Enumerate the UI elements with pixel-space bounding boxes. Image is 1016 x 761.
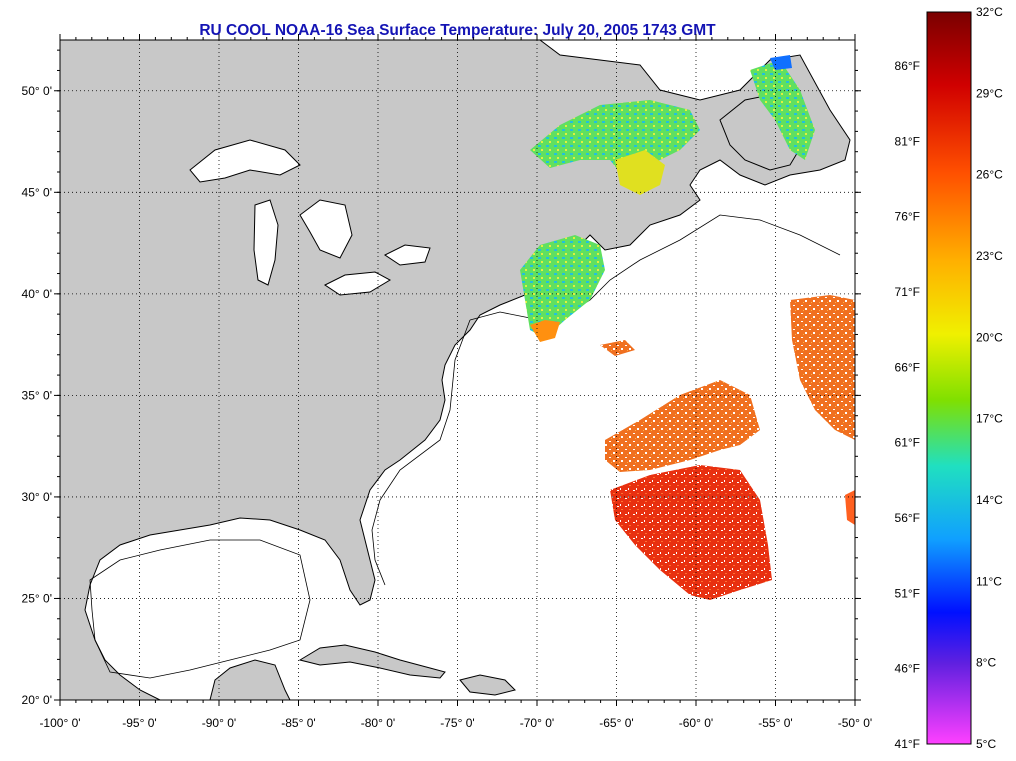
lon-label: -95° 0' — [122, 716, 156, 730]
colorbar-celsius-label: 5°C — [976, 737, 996, 751]
lon-label: -85° 0' — [281, 716, 315, 730]
colorbar-fahrenheit-label: 41°F — [895, 737, 920, 751]
lon-label: -80° 0' — [361, 716, 395, 730]
colorbar-celsius-label: 26°C — [976, 168, 1003, 182]
lon-label: -100° 0' — [39, 716, 80, 730]
lat-label: 50° 0' — [22, 84, 52, 98]
lat-label: 45° 0' — [22, 185, 52, 199]
colorbar-fahrenheit-labels: 86°F 81°F 76°F 71°F 66°F 61°F 56°F 51°F 46°F 41°F — [895, 59, 920, 751]
colorbar-fahrenheit-label: 86°F — [895, 59, 920, 73]
lat-label: 20° 0' — [22, 693, 52, 707]
colorbar-fahrenheit-label: 46°F — [895, 662, 920, 676]
colorbar-fahrenheit-label: 61°F — [895, 436, 920, 450]
lon-label: -75° 0' — [440, 716, 474, 730]
land-hispaniola — [459, 674, 516, 696]
lon-label: -55° 0' — [758, 716, 792, 730]
lat-label: 40° 0' — [22, 287, 52, 301]
lon-label: -50° 0' — [838, 716, 872, 730]
lon-label: -70° 0' — [520, 716, 554, 730]
colorbar-fahrenheit-label: 76°F — [895, 210, 920, 224]
lon-label: -60° 0' — [679, 716, 713, 730]
latitude-labels: 50° 0' 45° 0' 40° 0' 35° 0' 30° 0' 25° 0' 20° … — [22, 84, 52, 707]
map-title: RU COOL NOAA-16 Sea Surface Temperature:… — [199, 22, 716, 39]
lat-label: 35° 0' — [22, 388, 52, 402]
colorbar — [926, 11, 972, 745]
land-cuba — [298, 644, 446, 679]
sst-overlay — [520, 55, 855, 600]
colorbar-fahrenheit-label: 51°F — [895, 586, 920, 600]
grid-lines — [60, 40, 855, 700]
longitude-labels: -100° 0' -95° 0' -90° 0' -85° 0' -80° 0' -75°… — [39, 716, 872, 730]
colorbar-celsius-label: 29°C — [976, 86, 1003, 100]
colorbar-celsius-label: 23°C — [976, 249, 1003, 263]
colorbar-fahrenheit-label: 71°F — [895, 285, 920, 299]
lat-label: 30° 0' — [22, 490, 52, 504]
colorbar-celsius-label: 11°C — [976, 574, 1002, 588]
axis-ticks — [54, 34, 861, 706]
great-lakes — [189, 139, 431, 296]
colorbar-celsius-label: 20°C — [976, 330, 1003, 344]
colorbar-celsius-label: 17°C — [976, 412, 1003, 426]
lon-label: -90° 0' — [202, 716, 236, 730]
lat-label: 25° 0' — [22, 591, 52, 605]
colorbar-celsius-label: 32°C — [976, 5, 1003, 19]
colorbar-celsius-label: 8°C — [976, 656, 996, 670]
colorbar-celsius-labels: 32°C 29°C 26°C 23°C 20°C 17°C 14°C 11°C 8°C 5°C — [976, 5, 1003, 751]
colorbar-celsius-label: 14°C — [976, 493, 1003, 507]
colorbar-fahrenheit-label: 56°F — [895, 511, 920, 525]
colorbar-fahrenheit-label: 66°F — [895, 360, 920, 374]
colorbar-fahrenheit-label: 81°F — [895, 134, 920, 148]
lon-label: -65° 0' — [599, 716, 633, 730]
land-yucatan — [209, 659, 291, 700]
